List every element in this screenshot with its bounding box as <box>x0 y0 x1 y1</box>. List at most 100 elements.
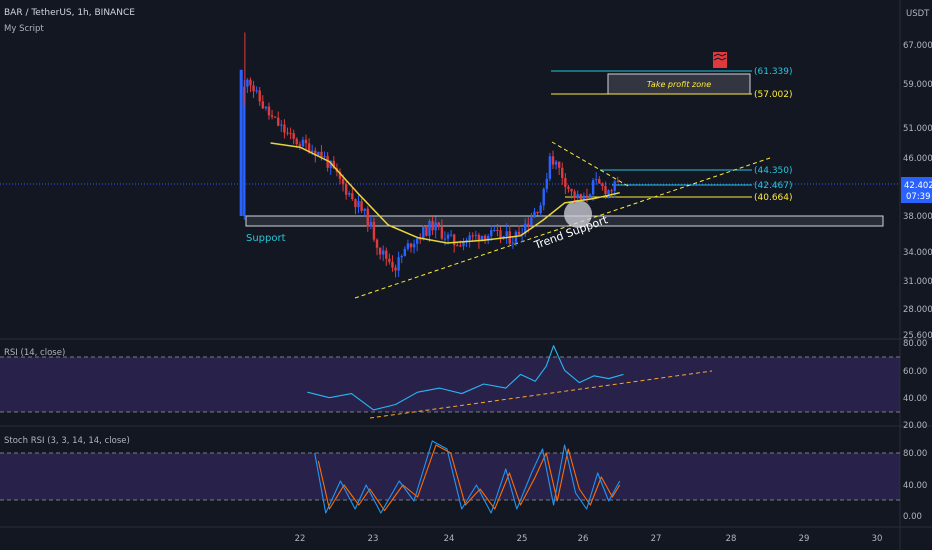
candle-body <box>517 231 521 235</box>
rsi-axis[interactable]: 80.00 60.00 40.00 20.00 <box>903 339 927 431</box>
candle-body <box>477 234 481 242</box>
price-tick: 34.000 <box>903 248 932 258</box>
price-tick: 51.000 <box>903 124 932 134</box>
candle-body <box>462 241 465 247</box>
candle-body <box>428 221 431 236</box>
candle-body <box>443 238 447 240</box>
candle-body <box>298 144 302 147</box>
candle-body <box>264 106 268 109</box>
candle-body <box>283 124 286 133</box>
candle-body <box>406 243 410 249</box>
candle-body <box>369 221 373 227</box>
candle-body <box>499 230 502 239</box>
candle-body <box>557 161 561 168</box>
candle-body <box>530 217 533 225</box>
time-axis[interactable]: 22 23 24 25 26 27 28 29 30 <box>295 534 883 544</box>
time-tick: 29 <box>799 534 810 544</box>
rsi-tick: 40.00 <box>903 394 927 404</box>
stoch-d-line <box>317 444 621 512</box>
candle-body <box>317 151 320 156</box>
candle-body <box>332 160 336 169</box>
current-price-badge <box>901 177 932 203</box>
candle-body <box>582 195 586 200</box>
candle-body <box>252 85 255 92</box>
price-axis[interactable]: USDT 67.000 59.000 51.000 46.000 38.000 … <box>901 9 932 341</box>
candle-body <box>323 156 326 158</box>
rsi-tick: 60.00 <box>903 367 927 377</box>
candle-body <box>527 223 530 225</box>
candle-body <box>579 194 582 200</box>
candle-body <box>548 156 552 179</box>
candle-body <box>295 138 298 145</box>
price-tick: 31.000 <box>903 277 932 287</box>
candle-body <box>403 248 407 256</box>
time-tick: 28 <box>726 534 737 544</box>
candle-body <box>400 255 403 258</box>
candle-body <box>588 194 592 198</box>
candle-body <box>604 186 607 195</box>
level-label: (44.350) <box>754 166 793 176</box>
support-label: Support <box>246 233 286 244</box>
price-tick: 25.600 <box>903 331 932 341</box>
candle-body <box>354 199 357 208</box>
stoch-tick: 40.00 <box>903 481 927 491</box>
stoch-series <box>314 440 621 514</box>
candle-body <box>363 208 366 211</box>
time-tick: 23 <box>368 534 379 544</box>
candle-body <box>511 242 515 244</box>
candle-body <box>360 201 363 211</box>
candle-body <box>514 231 518 243</box>
candle-body <box>431 221 434 231</box>
rsi-trend-line[interactable] <box>369 370 713 419</box>
level-label: (57.002) <box>754 90 793 100</box>
candle-body <box>474 234 478 236</box>
stoch-tick: 80.00 <box>903 449 927 459</box>
rsi-tick: 80.00 <box>903 339 927 349</box>
candle-body <box>314 150 317 156</box>
wedge-upper-line[interactable] <box>551 141 629 187</box>
stoch-axis[interactable]: 80.00 40.00 0.00 <box>903 449 927 522</box>
rsi-series <box>307 345 624 411</box>
candle-body <box>459 245 462 247</box>
candle-body <box>409 243 413 248</box>
time-tick: 30 <box>872 534 883 544</box>
candle-body <box>320 151 323 157</box>
candle-body <box>610 190 613 192</box>
trend-support-line[interactable] <box>354 157 771 299</box>
time-tick: 26 <box>578 534 589 544</box>
candle-body <box>490 230 493 236</box>
candle-body <box>570 188 573 192</box>
candle-body <box>449 234 453 236</box>
candle-body <box>616 181 620 183</box>
level-label: (61.339) <box>754 67 793 77</box>
candle-body <box>425 226 428 236</box>
script-name[interactable]: My Script <box>4 24 44 34</box>
candle-body <box>326 156 329 168</box>
candle-body <box>434 222 437 231</box>
candle-body <box>329 160 332 168</box>
candle-body <box>338 171 342 179</box>
candle-body <box>280 124 283 126</box>
candle-body <box>301 139 305 147</box>
candle-body <box>564 177 567 187</box>
candle-body <box>505 231 508 237</box>
candle-body <box>277 117 280 126</box>
candle-body <box>344 184 348 195</box>
candle-body <box>351 193 354 200</box>
rsi-tick: 20.00 <box>903 421 927 431</box>
rsi-title[interactable]: RSI (14, close) <box>4 348 66 358</box>
candle-body <box>480 235 484 242</box>
candle-body <box>576 194 579 198</box>
rsi-line <box>307 345 624 411</box>
bounce-highlight-circle <box>564 200 592 228</box>
symbol-title[interactable]: BAR / TetherUS, 1h, BINANCE <box>4 8 135 18</box>
candle-body <box>440 227 444 239</box>
candle-body <box>585 195 589 198</box>
stoch-title[interactable]: Stoch RSI (3, 3, 14, 14, close) <box>4 436 130 446</box>
candle-body <box>567 186 570 189</box>
candle-body <box>545 178 549 189</box>
candle-body <box>348 193 351 195</box>
candle-body <box>613 181 616 191</box>
